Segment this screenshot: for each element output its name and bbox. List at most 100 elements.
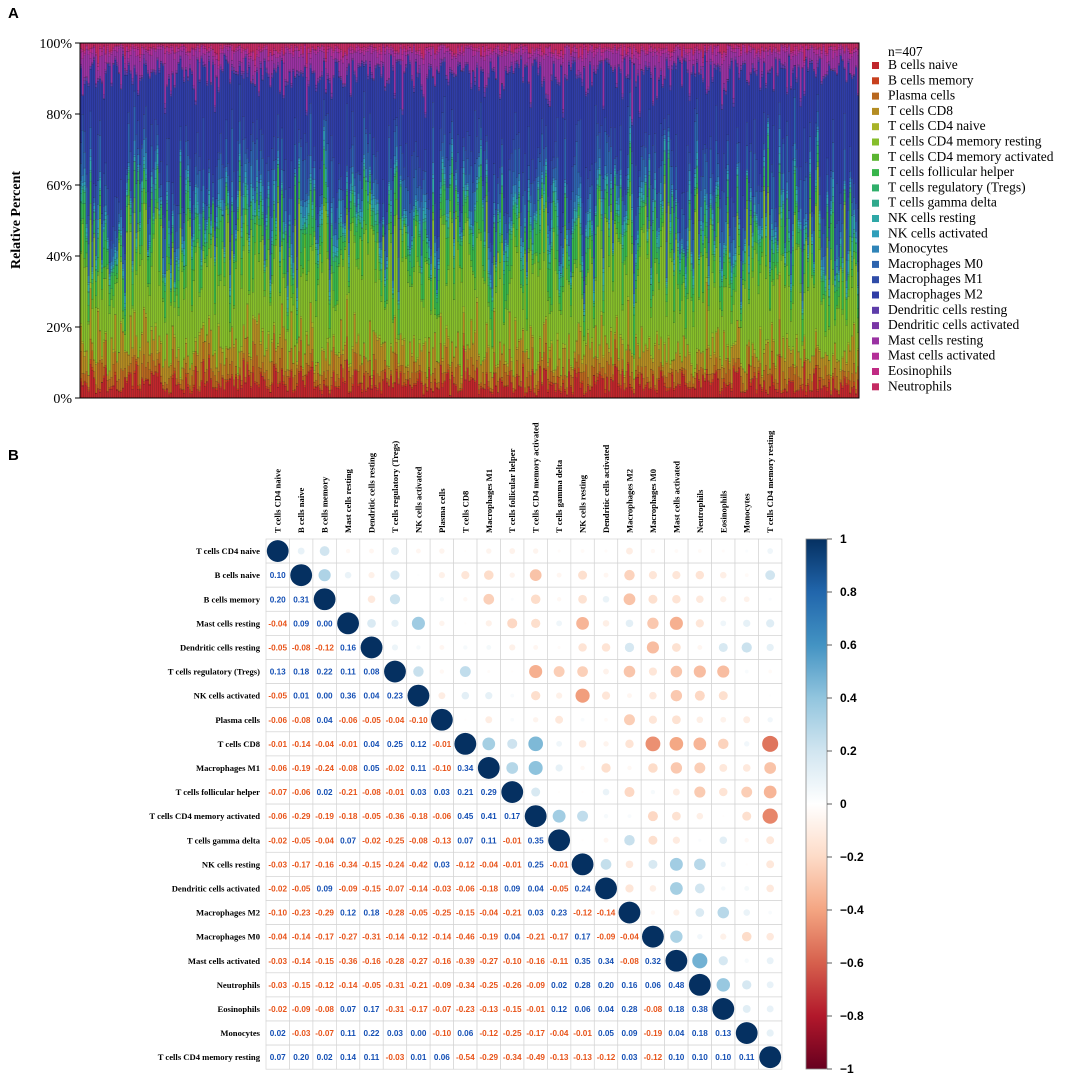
bar-segment xyxy=(100,80,104,83)
sample-bar xyxy=(265,42,268,399)
bar-segment xyxy=(213,105,217,108)
bar-segment xyxy=(468,135,471,175)
bar-segment xyxy=(478,166,481,178)
bar-segment xyxy=(123,352,127,369)
bar-segment xyxy=(434,235,437,243)
bar-segment xyxy=(296,368,299,384)
bar-segment xyxy=(240,70,243,74)
sample-bar xyxy=(133,42,136,399)
bar-segment xyxy=(326,387,330,399)
bar-segment xyxy=(160,343,163,377)
bar-segment xyxy=(256,215,259,225)
bar-segment xyxy=(221,164,224,178)
bar-segment xyxy=(278,231,282,247)
bar-segment xyxy=(422,207,425,211)
bar-segment xyxy=(215,198,219,207)
bar-segment xyxy=(81,95,85,115)
bar-segment xyxy=(380,295,383,302)
bar-segment xyxy=(280,49,284,52)
bar-segment xyxy=(171,72,174,75)
bar-segment xyxy=(263,267,266,271)
bar-segment xyxy=(221,52,224,70)
bar-segment xyxy=(108,389,111,399)
bar-segment xyxy=(99,79,102,121)
bar-segment xyxy=(192,236,196,241)
sample-bar xyxy=(106,42,109,399)
bar-segment xyxy=(468,243,471,255)
bar-segment xyxy=(234,229,238,234)
bar-segment xyxy=(315,249,318,264)
bar-segment xyxy=(361,200,364,212)
bar-segment xyxy=(252,50,255,53)
sample-bar xyxy=(135,42,138,399)
bar-segment xyxy=(208,42,211,48)
bar-segment xyxy=(277,52,280,54)
bar-segment xyxy=(483,240,486,242)
bar-segment xyxy=(99,330,102,361)
bar-segment xyxy=(298,203,301,337)
bar-segment xyxy=(426,47,429,51)
bar-segment xyxy=(137,93,140,96)
bar-segment xyxy=(104,62,107,70)
sample-bar xyxy=(280,42,284,399)
sample-bar xyxy=(319,42,322,399)
bar-segment xyxy=(479,164,483,166)
bar-segment xyxy=(451,371,454,376)
bar-segment xyxy=(455,179,458,186)
bar-segment xyxy=(336,192,339,208)
bar-segment xyxy=(175,73,178,206)
bar-segment xyxy=(292,392,295,399)
bar-segment xyxy=(273,47,276,51)
bar-segment xyxy=(196,389,199,391)
bar-segment xyxy=(321,213,324,220)
bar-segment xyxy=(326,337,330,343)
bar-segment xyxy=(481,69,485,71)
bar-segment xyxy=(405,379,408,385)
bar-segment xyxy=(455,169,458,173)
bar-segment xyxy=(432,76,435,78)
bar-segment xyxy=(187,372,190,385)
bar-segment xyxy=(481,388,485,399)
bar-segment xyxy=(256,324,259,356)
bar-segment xyxy=(123,291,127,296)
bar-segment xyxy=(395,199,398,215)
bar-segment xyxy=(326,342,330,371)
bar-segment xyxy=(478,353,481,357)
bar-segment xyxy=(246,42,249,48)
bar-segment xyxy=(198,292,201,297)
bar-segment xyxy=(462,137,465,147)
bar-segment xyxy=(441,44,444,46)
bar-segment xyxy=(420,299,423,302)
bar-segment xyxy=(233,344,236,348)
bar-segment xyxy=(282,238,286,240)
bar-segment xyxy=(129,223,132,232)
sample-bar xyxy=(275,42,278,399)
bar-segment xyxy=(89,181,92,204)
bar-segment xyxy=(439,188,442,195)
bar-segment xyxy=(177,315,180,348)
bar-segment xyxy=(206,50,209,53)
bar-segment xyxy=(351,47,354,50)
bar-segment xyxy=(177,270,180,281)
bar-segment xyxy=(456,216,460,242)
bar-segment xyxy=(326,49,330,53)
bar-segment xyxy=(135,72,138,75)
bar-segment xyxy=(118,46,121,49)
bar-segment xyxy=(305,77,308,111)
bar-segment xyxy=(345,165,349,172)
bar-segment xyxy=(357,174,360,194)
bar-segment xyxy=(334,256,337,262)
bar-segment xyxy=(399,48,402,60)
sample-bar xyxy=(261,42,264,399)
bar-segment xyxy=(83,50,86,54)
bar-segment xyxy=(483,150,486,198)
bar-segment xyxy=(307,203,310,214)
bar-segment xyxy=(131,202,134,213)
bar-segment xyxy=(399,44,402,48)
bar-segment xyxy=(382,221,385,225)
bar-segment xyxy=(106,236,109,240)
sample-bar xyxy=(204,42,207,399)
bar-segment xyxy=(472,235,475,246)
bar-segment xyxy=(487,381,490,387)
bar-segment xyxy=(401,234,404,242)
